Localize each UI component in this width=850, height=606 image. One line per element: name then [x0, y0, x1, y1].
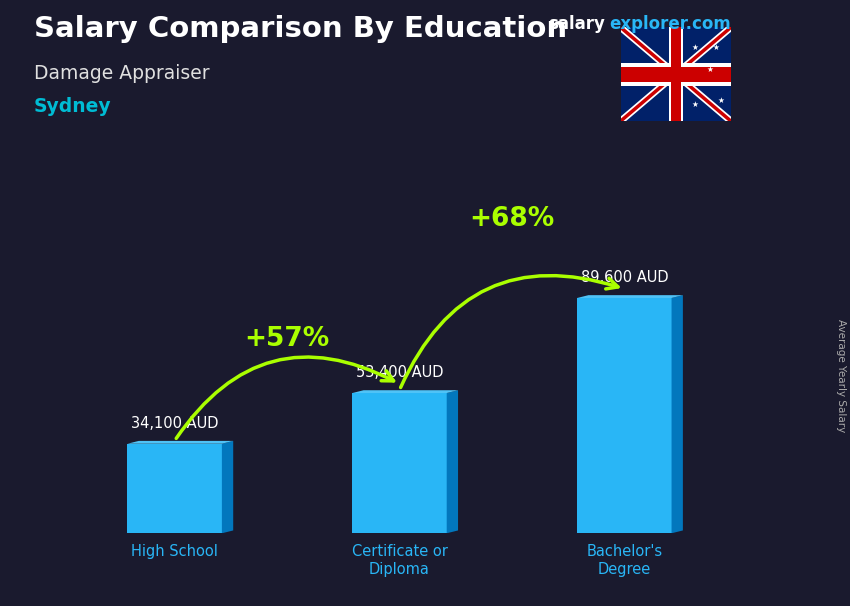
Text: Average Yearly Salary: Average Yearly Salary	[836, 319, 846, 432]
Text: salary: salary	[548, 15, 605, 33]
Text: +68%: +68%	[469, 206, 554, 232]
Polygon shape	[672, 295, 683, 533]
Bar	[669, 27, 683, 121]
Text: ★: ★	[712, 44, 719, 53]
Polygon shape	[128, 441, 233, 444]
Bar	[620, 63, 731, 85]
Polygon shape	[352, 390, 458, 393]
Text: ★: ★	[717, 96, 724, 105]
Polygon shape	[447, 390, 458, 533]
Bar	[671, 27, 681, 121]
FancyBboxPatch shape	[352, 393, 447, 533]
Text: Salary Comparison By Education: Salary Comparison By Education	[34, 15, 567, 43]
Text: 53,400 AUD: 53,400 AUD	[356, 365, 443, 381]
Text: ★: ★	[692, 44, 699, 53]
Text: ★: ★	[706, 65, 713, 74]
Text: +57%: +57%	[245, 325, 330, 351]
Text: ★: ★	[692, 100, 699, 109]
FancyBboxPatch shape	[128, 444, 222, 533]
Text: 89,600 AUD: 89,600 AUD	[581, 270, 668, 285]
Text: Damage Appraiser: Damage Appraiser	[34, 64, 210, 82]
Text: 34,100 AUD: 34,100 AUD	[131, 416, 218, 431]
Bar	[620, 67, 731, 82]
Text: Sydney: Sydney	[34, 97, 111, 116]
Polygon shape	[577, 295, 683, 298]
Polygon shape	[222, 441, 233, 533]
Text: explorer.com: explorer.com	[609, 15, 731, 33]
FancyBboxPatch shape	[577, 298, 672, 533]
